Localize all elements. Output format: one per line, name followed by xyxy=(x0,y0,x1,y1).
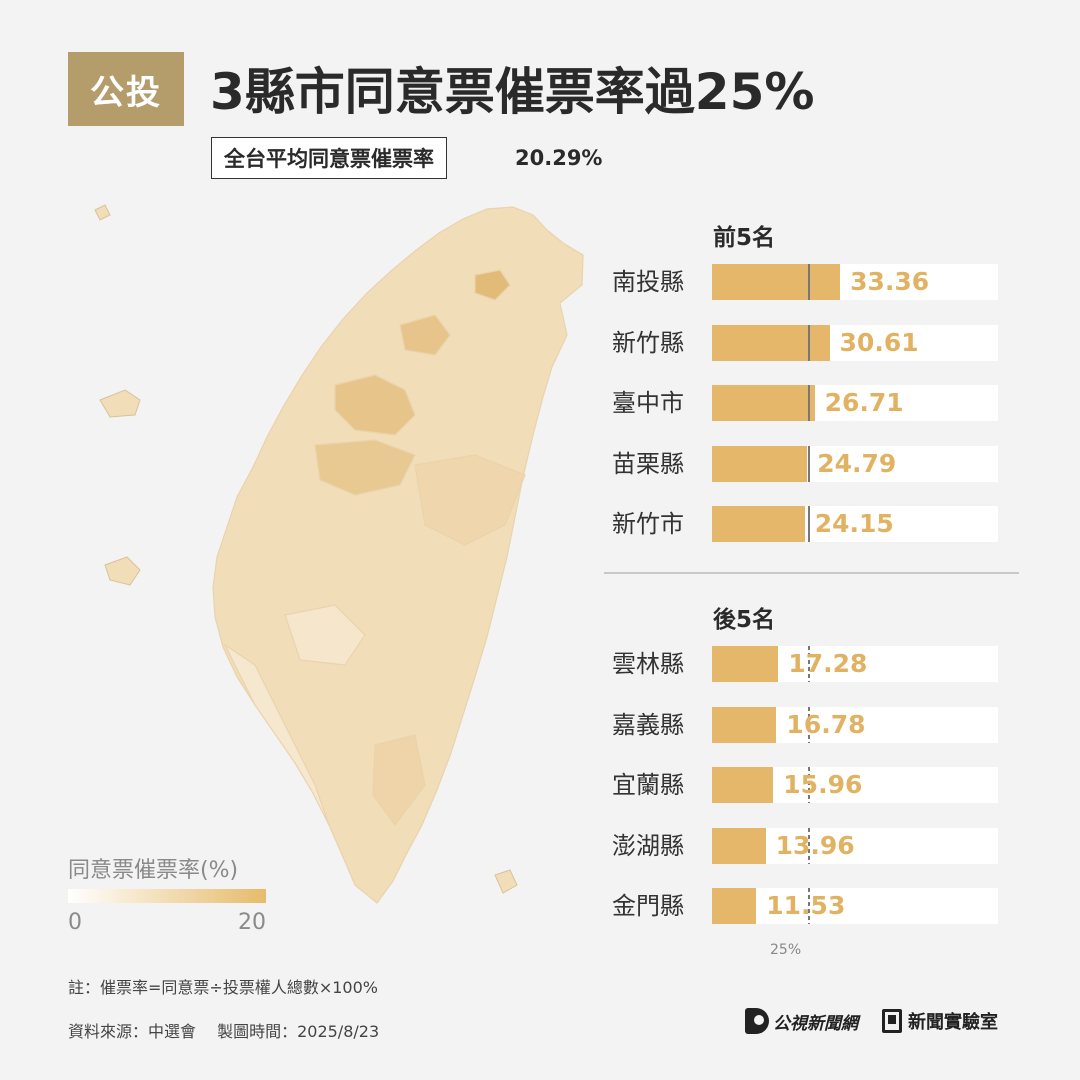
bar-row: 南投縣 33.36 xyxy=(612,264,1002,300)
bar-track: 33.36 xyxy=(712,264,998,300)
bar-value-label: 13.96 xyxy=(775,830,855,860)
pts-logo-text: 公視新聞網 xyxy=(773,1013,858,1034)
bar-track: 11.53 xyxy=(712,888,998,924)
divider xyxy=(604,572,1019,574)
bar-value-label: 30.61 xyxy=(839,327,919,357)
bar-row: 臺中市 26.71 xyxy=(612,385,1002,421)
bar-category-label: 宜蘭縣 xyxy=(612,771,684,799)
bar-track: 30.61 xyxy=(712,324,998,361)
bar-category-label: 嘉義縣 xyxy=(612,710,684,739)
bottom5-title: 後5名 xyxy=(713,607,776,633)
bar-value-label: 26.71 xyxy=(824,388,904,417)
bar-category-label: 臺中市 xyxy=(612,389,684,417)
taiwan-island xyxy=(212,206,584,904)
reference-line xyxy=(808,385,810,421)
reference-line xyxy=(808,827,810,864)
bar xyxy=(712,506,805,542)
bar xyxy=(712,767,774,803)
news-lab-logo-text: 新聞實驗室 xyxy=(908,1012,998,1033)
bar-track: 17.28 xyxy=(712,646,998,682)
footnote: 註：催票率=同意票÷投票權人總數×100% xyxy=(68,978,378,997)
bar-category-label: 苗栗縣 xyxy=(612,449,684,478)
legend-gradient xyxy=(68,889,266,903)
top5-title: 前5名 xyxy=(713,225,776,251)
bar-track: 13.96 xyxy=(712,827,998,864)
bar-value-label: 24.79 xyxy=(817,448,897,478)
bar-track: 26.71 xyxy=(712,385,998,421)
bar xyxy=(712,264,841,300)
reference-label: 25% xyxy=(770,942,802,958)
reference-line xyxy=(808,888,810,924)
bar xyxy=(712,385,815,421)
bar-row: 苗栗縣 24.79 xyxy=(612,445,1002,482)
bar-track: 24.15 xyxy=(712,506,998,542)
bar-value-label: 15.96 xyxy=(783,770,863,799)
bar-track: 15.96 xyxy=(712,767,998,803)
bar xyxy=(712,445,808,482)
bar-category-label: 金門縣 xyxy=(612,892,684,920)
bar xyxy=(712,888,757,924)
bar xyxy=(712,706,777,743)
average-value: 20.29% xyxy=(515,146,603,170)
taiwan-map xyxy=(94,204,584,904)
bar xyxy=(712,646,779,682)
reference-line xyxy=(808,506,810,542)
bar-row: 新竹市 24.15 xyxy=(612,506,1002,542)
bar-row: 嘉義縣 16.78 xyxy=(612,706,1002,743)
bar-category-label: 新竹市 xyxy=(612,510,684,538)
legend-min: 0 xyxy=(68,910,82,935)
category-badge: 公投 xyxy=(68,52,184,126)
bar-value-label: 17.28 xyxy=(788,649,868,678)
bar-category-label: 雲林縣 xyxy=(612,650,684,678)
bar xyxy=(712,324,830,361)
bar-row: 宜蘭縣 15.96 xyxy=(612,767,1002,803)
average-label: 全台平均同意票催票率 xyxy=(211,137,447,179)
outlying-islands xyxy=(94,204,518,894)
bar-row: 新竹縣 30.61 xyxy=(612,324,1002,361)
bar-value-label: 11.53 xyxy=(766,891,846,920)
bar-track: 16.78 xyxy=(712,706,998,743)
pts-logo-icon xyxy=(745,1008,769,1034)
pts-news-logo: 公視新聞網 xyxy=(745,1006,858,1036)
bar-track: 24.79 xyxy=(712,445,998,482)
reference-line xyxy=(808,767,810,803)
bar xyxy=(712,827,766,864)
reference-line xyxy=(808,324,810,361)
bar-category-label: 澎湖縣 xyxy=(612,831,684,860)
reference-line xyxy=(808,706,810,743)
reference-line xyxy=(808,445,810,482)
news-lab-logo-icon xyxy=(882,1009,902,1033)
source-line: 資料來源：中選會 製圖時間：2025/8/23 xyxy=(68,1022,380,1041)
bar-value-label: 16.78 xyxy=(786,709,866,739)
reference-line xyxy=(808,264,810,300)
bar-value-label: 33.36 xyxy=(850,267,930,296)
bar-value-label: 24.15 xyxy=(814,509,894,538)
reference-line xyxy=(808,646,810,682)
bar-row: 金門縣 11.53 xyxy=(612,888,1002,924)
bar-category-label: 南投縣 xyxy=(612,268,684,296)
legend-title: 同意票催票率(%) xyxy=(68,858,239,883)
bar-row: 雲林縣 17.28 xyxy=(612,646,1002,682)
legend-max: 20 xyxy=(238,910,266,935)
news-lab-logo: 新聞實驗室 xyxy=(882,1006,998,1036)
page-title: 3縣市同意票催票率過25% xyxy=(210,63,815,121)
bar-row: 澎湖縣 13.96 xyxy=(612,827,1002,864)
bar-category-label: 新竹縣 xyxy=(612,328,684,357)
